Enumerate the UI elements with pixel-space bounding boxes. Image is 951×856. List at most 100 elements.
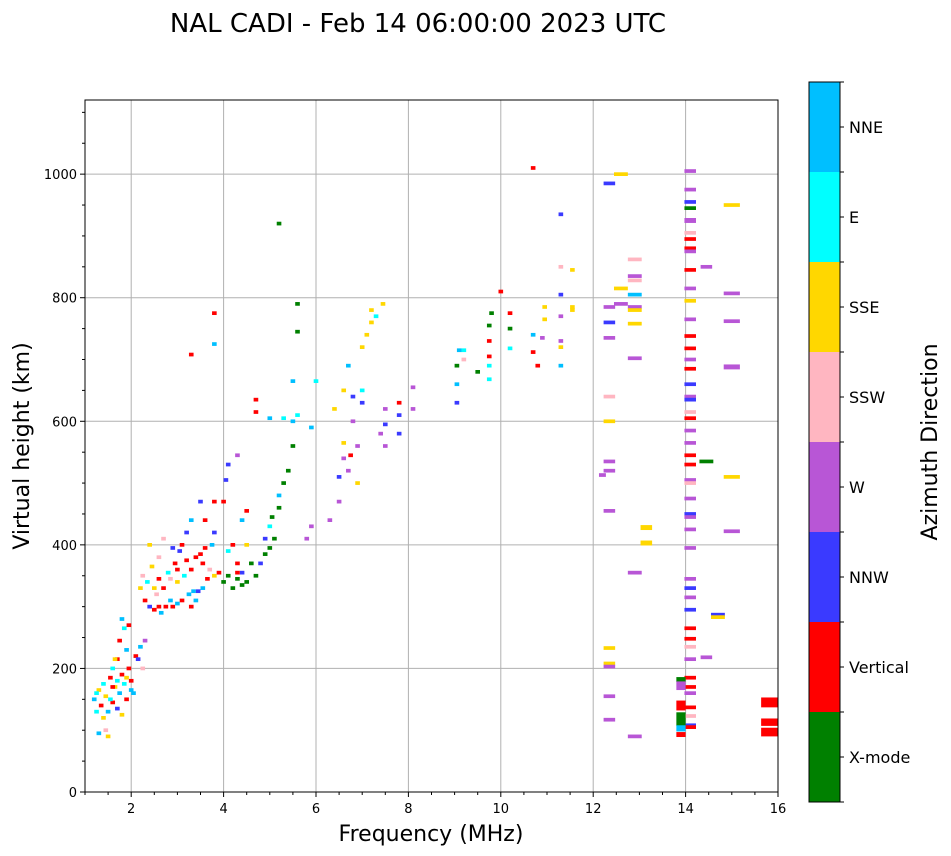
data-point-ssw xyxy=(461,357,467,362)
data-point-vertical xyxy=(684,237,696,241)
data-point-ssw xyxy=(207,567,213,572)
data-point-sse xyxy=(119,712,125,717)
data-point-nne xyxy=(454,382,460,387)
data-point-vertical xyxy=(205,576,210,581)
data-point-x-mode xyxy=(475,370,481,374)
data-point-w xyxy=(235,453,240,458)
data-point-vertical xyxy=(172,561,178,566)
data-point-sse xyxy=(723,203,740,207)
data-point-nne xyxy=(290,419,296,424)
data-point-sse xyxy=(105,734,111,739)
data-point-w xyxy=(327,518,333,522)
data-point-nnw xyxy=(198,499,203,504)
data-point-w xyxy=(603,468,616,473)
data-point-vertical xyxy=(761,718,779,726)
data-point-nne xyxy=(105,709,111,714)
data-point-nne xyxy=(168,598,173,603)
data-point-vertical xyxy=(684,636,696,641)
data-point-ssw xyxy=(684,481,696,485)
data-point-w xyxy=(684,187,696,192)
data-point-w xyxy=(684,657,696,662)
data-point-vertical xyxy=(184,558,189,563)
data-point-x-mode xyxy=(489,311,494,316)
data-point-sse xyxy=(603,419,616,424)
colorbar-swatch-e xyxy=(809,172,840,262)
data-point-sse xyxy=(613,286,628,291)
data-point-w xyxy=(684,394,696,399)
x-tick-label: 4 xyxy=(219,802,227,817)
data-point-e xyxy=(145,580,150,584)
colorbar-tick-label: E xyxy=(849,208,859,227)
data-point-ssw xyxy=(103,728,109,733)
data-point-sse xyxy=(341,441,347,445)
data-point-vertical xyxy=(163,604,169,609)
data-point-w xyxy=(700,264,713,269)
data-point-nnw xyxy=(396,413,402,417)
data-point-e xyxy=(507,346,513,351)
data-point-w xyxy=(684,218,696,223)
data-point-e xyxy=(313,379,319,383)
data-point-sse xyxy=(149,564,155,569)
data-point-vertical xyxy=(684,346,696,351)
data-point-x-mode xyxy=(221,580,226,584)
data-point-x-mode xyxy=(699,459,714,464)
data-point-vertical xyxy=(507,311,513,316)
data-point-ssw xyxy=(603,394,616,399)
data-point-sse xyxy=(684,298,696,303)
grid xyxy=(85,100,778,792)
data-point-w xyxy=(603,717,616,722)
data-point-e xyxy=(110,666,116,671)
data-point-nne xyxy=(188,518,194,522)
data-point-w xyxy=(304,536,310,541)
data-point-nne xyxy=(186,592,192,597)
data-point-sse xyxy=(212,573,217,578)
data-point-w xyxy=(309,524,314,529)
data-point-w xyxy=(684,317,696,322)
data-point-vertical xyxy=(684,268,696,272)
data-point-w xyxy=(684,286,696,291)
data-point-vertical xyxy=(676,732,686,738)
data-point-vertical xyxy=(179,543,185,547)
data-point-nnw xyxy=(195,589,201,594)
data-point-nnw xyxy=(223,478,229,482)
x-axis: 2 4 6 8 10 12 14 16 xyxy=(84,792,786,817)
data-point-nnw xyxy=(147,604,152,609)
data-point-nne xyxy=(676,725,686,732)
data-point-vertical xyxy=(126,666,132,671)
y-tick-label: 200 xyxy=(52,662,77,677)
data-point-vertical xyxy=(119,672,125,677)
data-point-vertical xyxy=(244,509,250,513)
data-point-vertical xyxy=(684,453,696,458)
data-point-sse xyxy=(147,543,152,547)
data-point-ssw xyxy=(156,555,162,560)
data-point-w xyxy=(627,305,642,309)
colorbar-swatch-vertical xyxy=(809,622,840,712)
data-point-nne xyxy=(191,589,196,594)
data-point-x-mode xyxy=(676,677,686,683)
data-point-nnw xyxy=(177,549,183,553)
data-point-sse xyxy=(101,716,106,720)
data-point-w xyxy=(355,444,360,448)
data-point-e xyxy=(121,626,127,631)
data-point-w xyxy=(382,444,388,448)
data-point-nne xyxy=(124,648,129,652)
data-point-nnw xyxy=(115,706,120,711)
data-point-nne xyxy=(212,342,217,346)
data-point-vertical xyxy=(535,363,541,368)
data-point-sse xyxy=(175,580,180,584)
data-point-e xyxy=(94,709,99,714)
x-tick-label: 12 xyxy=(585,802,602,817)
data-point-vertical xyxy=(498,289,504,294)
data-point-vertical xyxy=(202,546,208,550)
data-point-sse xyxy=(364,332,370,337)
data-point-e xyxy=(225,549,231,553)
data-point-w xyxy=(613,302,628,306)
data-point-vertical xyxy=(684,416,696,421)
data-point-x-mode xyxy=(235,576,240,581)
data-point-x-mode xyxy=(290,444,296,448)
data-point-e xyxy=(115,678,120,683)
data-point-nnw xyxy=(454,400,460,405)
data-point-nnw xyxy=(225,462,231,467)
data-point-e xyxy=(121,682,127,686)
data-point-x-mode xyxy=(486,323,492,328)
